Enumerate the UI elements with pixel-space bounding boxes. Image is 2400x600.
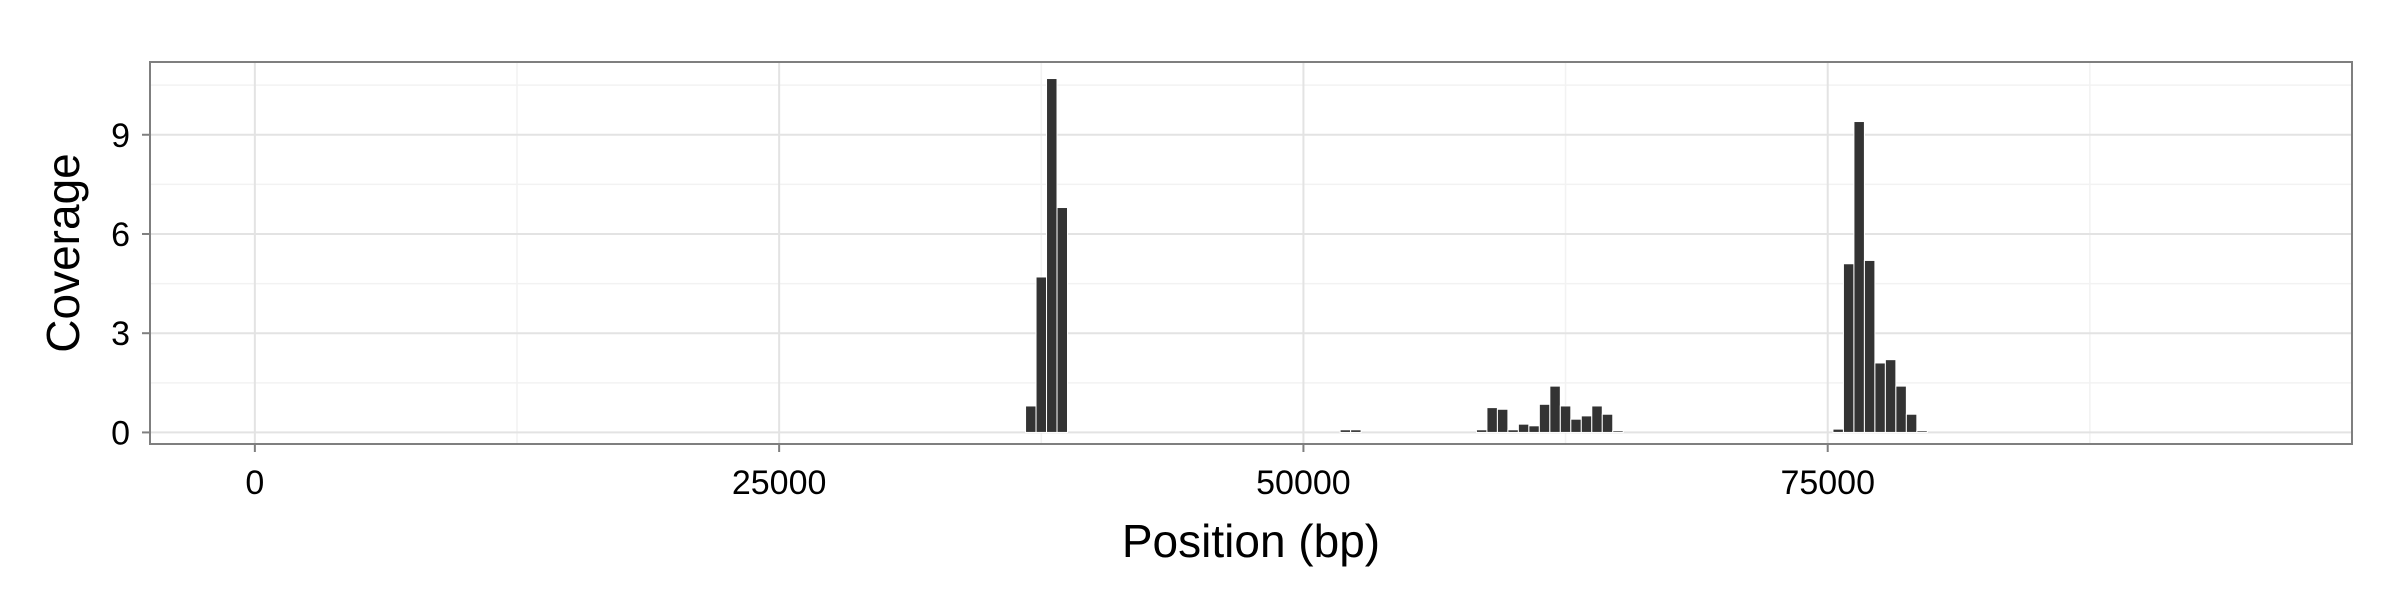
coverage-bar [1496,408,1509,433]
coverage-bar [1863,259,1876,433]
coverage-bar [1905,413,1918,433]
y-axis-title: Coverage [37,153,89,352]
coverage-bar [1056,207,1068,433]
coverage-bar [1486,407,1498,433]
y-tick-label: 9 [111,117,130,155]
coverage-bar [1874,362,1886,433]
coverage-bar [1350,429,1362,433]
coverage-bar [1832,428,1844,433]
x-tick-label: 0 [245,464,264,502]
plot-panel-border [149,61,2353,445]
coverage-bar [1884,359,1897,433]
coverage-bar [1580,415,1593,433]
coverage-bar [1507,429,1519,433]
bar-series [1025,78,1928,433]
coverage-bar [1853,121,1865,433]
coverage-bar [1517,423,1530,433]
x-tick-label: 75000 [1780,464,1875,502]
x-axis-title: Position (bp) [1122,515,1380,567]
coverage-bar [1035,276,1048,433]
x-tick-label: 25000 [732,464,827,502]
grid-minor [150,62,2352,444]
coverage-bar [1916,430,1928,433]
coverage-bar [1591,405,1603,433]
plot-panel-background [150,62,2352,444]
coverage-bar [1538,403,1551,433]
x-axis: 0 25000 50000 75000 [245,444,1875,502]
coverage-bar [1559,405,1572,433]
coverage-bar [1528,425,1540,433]
coverage-bar [1549,385,1561,433]
coverage-bar [1842,263,1855,433]
y-tick-label: 3 [111,315,130,353]
x-tick-label: 50000 [1256,464,1351,502]
grid-major [150,62,2352,444]
coverage-bar [1475,429,1488,433]
y-tick-label: 6 [111,216,130,254]
coverage-bar [1601,413,1614,433]
coverage-bar [1570,418,1582,433]
coverage-bar [1046,78,1058,433]
coverage-bar [1339,429,1352,433]
y-axis: 0 3 6 9 [111,117,150,452]
coverage-bar [1612,430,1624,433]
coverage-bar [1895,385,1907,433]
y-tick-label: 0 [111,414,130,452]
coverage-bar [1025,405,1037,433]
